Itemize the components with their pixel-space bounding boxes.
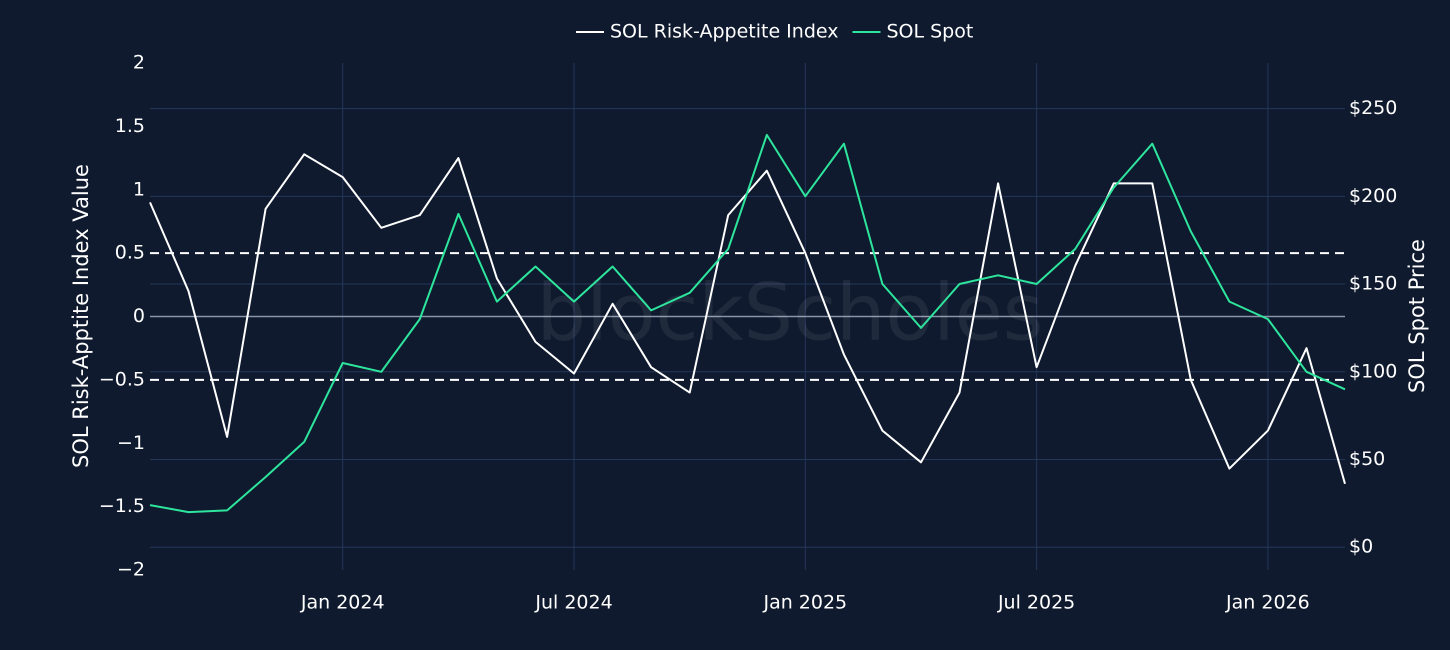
y-tick-label: 2: [133, 52, 145, 74]
y-tick-label: −2: [117, 559, 145, 581]
y-tick-label: 1.5: [115, 115, 145, 137]
legend-label: SOL Spot: [886, 21, 973, 43]
y2-tick-label: $50: [1349, 448, 1385, 470]
y2-tick-label: $0: [1349, 536, 1373, 558]
y-tick-label: 0.5: [115, 242, 145, 264]
y-tick-label: −1.5: [99, 495, 145, 517]
series-line: [149, 133, 1346, 514]
y2-tick-label: $200: [1349, 185, 1397, 207]
y-tick-label: −1: [117, 432, 145, 454]
x-tick-label: Jul 2024: [534, 592, 612, 614]
x-tick-label: Jan 2024: [300, 592, 385, 614]
x-tick-label: Jul 2025: [997, 592, 1075, 614]
x-tick-label: Jan 2026: [1225, 592, 1310, 614]
y2-axis-title: SOL Spot Price: [1405, 239, 1429, 393]
x-tick-label: Jan 2025: [762, 592, 847, 614]
y2-tick-label: $150: [1349, 273, 1397, 295]
legend-label: SOL Risk-Appetite Index: [610, 21, 838, 43]
y-tick-label: 1: [133, 178, 145, 200]
y-tick-label: −0.5: [99, 368, 145, 390]
y2-tick-label: $250: [1349, 97, 1397, 119]
y-axis-title: SOL Risk-Apptite Index Value: [69, 164, 93, 468]
y2-tick-label: $100: [1349, 360, 1397, 382]
grid: [150, 63, 1345, 570]
y-tick-label: 0: [133, 305, 145, 327]
